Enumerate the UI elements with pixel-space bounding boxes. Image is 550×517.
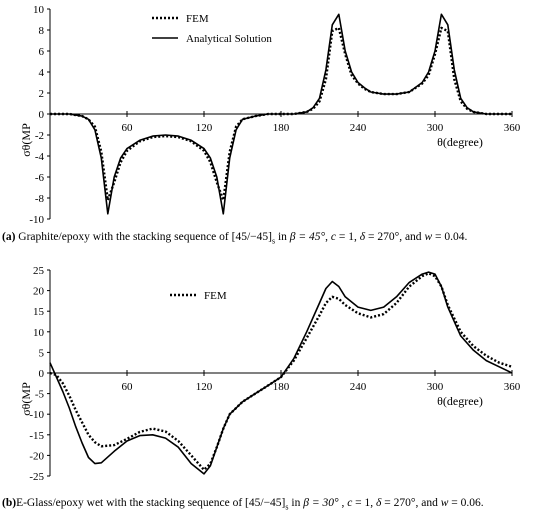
x-axis-label: θ(degree) xyxy=(437,394,483,408)
caption-b-delta: δ xyxy=(376,497,382,509)
x-tick-label: 120 xyxy=(196,122,213,134)
caption-a-c-val: = 1, xyxy=(336,231,360,243)
caption-a-sep1: , xyxy=(325,231,331,243)
legend-label: FEM xyxy=(204,290,227,302)
x-tick-label: 240 xyxy=(350,122,367,134)
y-tick-label: -5 xyxy=(35,389,45,401)
caption-a-label: (a) xyxy=(2,231,16,243)
caption-a: (a) Graphite/epoxy with the stacking seq… xyxy=(2,231,548,245)
series-line-analytical xyxy=(49,271,513,475)
caption-a-sub: s xyxy=(271,236,276,246)
caption-b-text: E-Glass/epoxy wet with the stacking sequ… xyxy=(16,497,286,509)
series-line-fem xyxy=(50,26,512,202)
caption-b-c: c xyxy=(347,497,353,509)
caption-b-sep1: , xyxy=(338,497,348,509)
x-tick-label: 60 xyxy=(122,381,134,393)
x-tick-label: 240 xyxy=(350,381,367,393)
caption-b-c-val: = 1, xyxy=(352,497,377,509)
x-tick-label: 300 xyxy=(427,122,444,134)
x-tick-label: 60 xyxy=(122,122,134,134)
y-tick-label: 0 xyxy=(39,109,45,121)
x-tick-label: 360 xyxy=(504,122,521,134)
caption-b-and: , and xyxy=(415,497,441,509)
y-tick-label: -6 xyxy=(35,172,45,184)
legend-label: FEM xyxy=(186,13,209,25)
x-tick-label: 300 xyxy=(427,381,444,393)
y-tick-label: 0 xyxy=(39,368,45,380)
y-tick-label: 5 xyxy=(39,347,45,359)
caption-b-w: w xyxy=(440,497,449,509)
y-tick-label: -10 xyxy=(29,214,44,226)
y-tick-label: 10 xyxy=(33,327,45,339)
caption-a-in: in xyxy=(275,231,290,243)
y-tick-label: -20 xyxy=(29,450,44,462)
caption-b-in: in xyxy=(288,497,304,509)
x-tick-label: 120 xyxy=(196,381,213,393)
y-tick-label: -15 xyxy=(29,430,44,442)
y-tick-label: 2 xyxy=(39,88,45,100)
caption-b-beta: β = 30° xyxy=(303,497,339,509)
y-tick-label: -8 xyxy=(35,193,45,205)
caption-a-and: , and xyxy=(399,231,425,243)
caption-a-delta-val: = 270° xyxy=(365,231,400,243)
y-tick-label: 25 xyxy=(33,265,45,277)
y-tick-label: -2 xyxy=(35,130,44,142)
x-tick-label: 360 xyxy=(504,381,521,393)
caption-b: (b)E-Glass/epoxy wet with the stacking s… xyxy=(2,497,548,511)
y-tick-label: -10 xyxy=(29,409,44,421)
caption-a-w-val: = 0.04. xyxy=(432,231,468,243)
y-tick-label: 10 xyxy=(33,4,45,16)
caption-a-delta: δ xyxy=(359,231,366,243)
x-tick-label: 180 xyxy=(273,122,290,134)
legend-label: Analytical Solution xyxy=(186,33,272,45)
y-axis-label: σθ(MP xyxy=(19,123,33,157)
caption-a-beta: β = 45° xyxy=(289,231,326,243)
caption-b-sub: s xyxy=(285,502,289,512)
y-tick-label: 15 xyxy=(33,306,45,318)
y-tick-label: 6 xyxy=(39,46,45,58)
x-tick-label: 180 xyxy=(273,381,290,393)
caption-b-w-val: = 0.06. xyxy=(448,497,484,509)
y-tick-label: 8 xyxy=(39,25,45,37)
caption-a-text: Graphite/epoxy with the stacking sequenc… xyxy=(15,231,272,243)
caption-a-c: c xyxy=(330,231,336,243)
caption-b-label: (b) xyxy=(2,497,17,509)
y-axis-label: σθ(MP xyxy=(19,382,33,416)
series-line-analytical xyxy=(50,13,512,215)
caption-b-delta-val: = 270° xyxy=(381,497,416,509)
chart-panel-a: 10 8 6 4 2 0 -2 -4 -6 -8 -10 60 120 180 240 300 360 θ(deg… xyxy=(19,4,521,226)
y-tick-label: -25 xyxy=(29,471,44,483)
y-tick-label: 4 xyxy=(39,67,45,79)
caption-a-w: w xyxy=(424,231,433,243)
x-axis-label: θ(degree) xyxy=(437,135,483,149)
y-tick-label: 20 xyxy=(33,286,45,298)
chart-panel-b: 25 20 15 10 5 0 -5 -10 -15 -20 -25 60 120 180 240 300 36… xyxy=(19,265,521,483)
y-tick-label: -4 xyxy=(35,151,45,163)
